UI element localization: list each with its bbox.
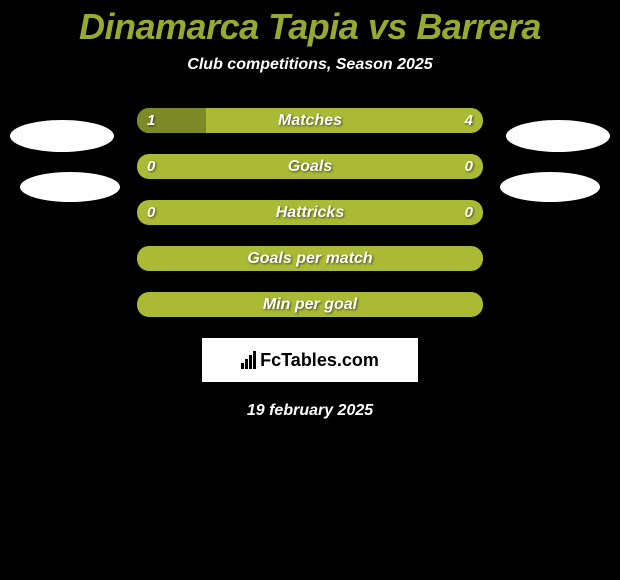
player2-avatar-a: [506, 120, 610, 152]
subtitle: Club competitions, Season 2025: [0, 56, 620, 74]
stat-bars: 14Matches 00Goals 00Hattricks Goals per mat…: [137, 108, 483, 317]
date-label: 19 february 2025: [0, 402, 620, 420]
stat-bar: 14Matches: [137, 108, 483, 133]
player2-avatar-b: [500, 172, 600, 202]
player1-avatar-b: [20, 172, 120, 202]
stat-label: Min per goal: [137, 292, 483, 317]
stat-label: Goals: [137, 154, 483, 179]
bar-chart-icon: [241, 351, 256, 369]
player1-avatar-a: [10, 120, 114, 152]
stat-bar: 00Goals: [137, 154, 483, 179]
source-logo: FcTables.com: [202, 338, 418, 382]
stat-bar: Goals per match: [137, 246, 483, 271]
stat-bar: Min per goal: [137, 292, 483, 317]
stat-label: Matches: [137, 108, 483, 133]
stat-label: Goals per match: [137, 246, 483, 271]
stat-bar: 00Hattricks: [137, 200, 483, 225]
page-title: Dinamarca Tapia vs Barrera: [0, 0, 620, 48]
stat-label: Hattricks: [137, 200, 483, 225]
logo-text: FcTables.com: [260, 350, 379, 371]
